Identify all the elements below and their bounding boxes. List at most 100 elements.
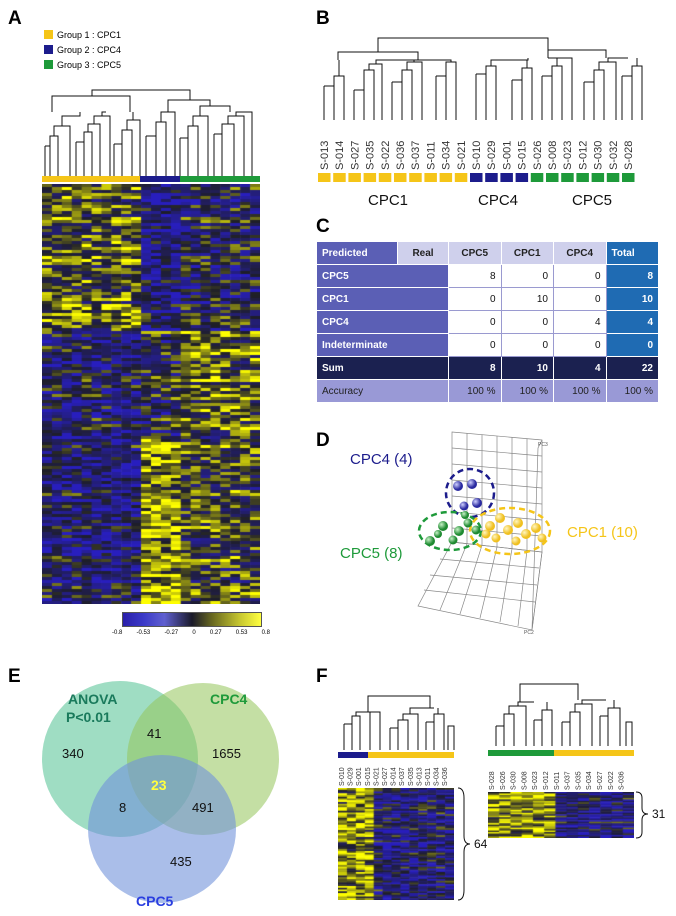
header-cpc4: CPC4 [553,241,607,265]
sample-label: S-034 [434,767,441,786]
venn-diagram: ANOVA P<0.01 CPC4 CPC5 340 1655 435 41 8… [42,681,279,909]
pca-label-cpc5: CPC5 (8) [340,545,403,562]
sample-label: S-035 [575,771,582,790]
panel-label-e: E [8,666,21,687]
sample-label: S-027 [349,141,361,170]
sample-group-box [363,173,377,182]
panel-f-left-bar-cpc4 [338,752,368,758]
venn-count-cpc4-cpc5: 491 [192,800,214,815]
table-cell: 0 [553,287,607,311]
legend-label: Group 3 : CPC5 [57,60,122,70]
color-scale-bar [122,612,262,627]
sample-label: S-026 [500,771,507,790]
sample-group-box [485,173,498,182]
cluster-cpc4-ring [444,467,496,519]
table-cell: 0 [500,310,554,334]
sample-label: S-011 [425,768,432,786]
panel-label-f: F [316,666,328,687]
panel-f-right-bar-cpc1 [554,750,634,756]
total-cell: 4 [605,310,659,334]
pca-point [471,525,481,535]
sum-row: Sum 8 10 4 22 [316,356,659,380]
panel-label-d: D [316,430,330,451]
row-label: CPC1 [316,287,449,311]
sample-group-box [439,173,453,182]
pca-point [495,513,505,523]
pca-point [531,523,541,533]
venn-circle-cpc5 [88,755,236,903]
venn-count-anova-cpc5: 8 [119,800,126,815]
sample-label: S-032 [608,141,620,170]
panel-f-right-heatmap [488,792,634,838]
pca-3d-plot: PC3 PC2 CPC4 (4) CPC5 (8) CPC1 [340,431,638,636]
sample-label: S-030 [511,771,518,790]
sample-label: S-035 [408,767,415,786]
sample-label: S-011 [554,772,561,790]
sample-group-box [576,173,589,182]
legend-swatch-icon [44,60,53,69]
tick-label: 0.53 [235,630,248,636]
group-bar-cpc5 [180,176,260,182]
table-row: CPC4 0 0 4 4 [316,310,659,334]
sample-label: S-023 [562,141,574,170]
pca-point [513,518,523,528]
venn-label-cpc4: CPC4 [210,691,248,707]
pca-point [425,536,435,546]
panel-b-group-label-cpc5: CPC5 [572,192,612,209]
table-row: Indeterminate 0 0 0 0 [316,333,659,357]
total-cell: 22 [605,356,659,380]
panel-label-b: B [316,8,330,29]
venn-label-cpc5: CPC5 [136,893,174,909]
pca-point [459,501,469,511]
panel-f-left-count: 64 [474,837,488,851]
sample-label: S-011 [425,141,437,170]
sample-label: S-037 [399,767,406,786]
venn-label-anova-p: P<0.01 [66,709,111,725]
cluster-cpc1-ring [468,506,552,556]
header-predicted: Predicted [316,241,398,265]
panel-f-left-bar-cpc1 [368,752,454,758]
sample-group-box [318,173,331,182]
sample-label: S-023 [532,771,539,790]
accuracy-row: Accuracy 100 % 100 % 100 % 100 % [316,379,659,403]
pca-point [537,533,547,543]
tick-label: -0.27 [164,630,179,636]
sample-label: S-013 [319,141,331,170]
heatmap-a-dendrogram [44,89,253,176]
pca-axis-pc3: PC3 [538,442,548,448]
sample-label: S-015 [365,767,372,786]
sample-label: S-030 [593,141,605,170]
panel-f-left-dendrogram [343,695,455,750]
sample-label: S-036 [442,767,449,786]
legend-label: Group 1 : CPC1 [57,30,122,40]
pca-point [461,511,469,519]
tick-label: 0.27 [209,630,222,636]
venn-label-anova: ANOVA [68,691,118,707]
sample-label: S-027 [597,771,604,790]
sample-group-box [515,173,529,182]
table-cell: 4 [553,356,607,380]
sample-label: S-010 [471,141,483,170]
table-row: CPC1 0 10 0 10 [316,287,659,311]
row-label: Accuracy [316,379,449,403]
legend-item-group3: Group 3 : CPC5 [44,58,121,73]
table-cell: 0 [553,264,607,288]
legend-label: Group 2 : CPC4 [57,45,122,55]
panel-f-left-heatmap [338,788,454,900]
pca-point [448,535,458,545]
sample-group-box [591,173,605,182]
table-cell: 8 [448,264,502,288]
panel-b-group-label-cpc1: CPC1 [368,192,408,209]
table-cell: 0 [500,264,554,288]
legend-swatch-icon [44,30,53,39]
sample-label: S-022 [608,771,615,790]
table-cell: 10 [500,287,554,311]
pca-point [511,536,521,546]
sample-label: S-026 [532,141,544,170]
table-header-row: Predicted Real CPC5 CPC1 CPC4 Total [316,241,659,265]
sample-label: S-022 [380,141,392,170]
sample-label: S-037 [565,771,572,790]
row-label: Sum [316,356,449,380]
panel-b-dendrogram: S-013 S-014 S-027 S-035 S-022 S-036 S-037 S-011… [318,37,643,209]
tick-label: 0 [192,630,196,636]
